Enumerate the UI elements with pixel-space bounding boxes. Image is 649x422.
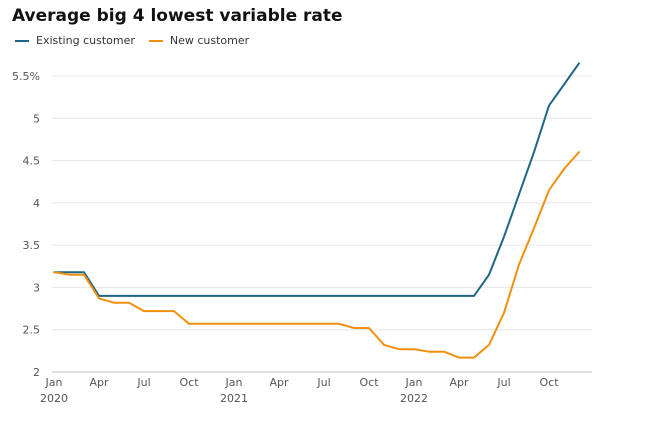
x-tick-label: Jul: [136, 376, 150, 389]
chart-legend: Existing customer New customer: [15, 34, 249, 47]
legend-swatch-new: [148, 39, 163, 42]
x-tick-label: Apr: [449, 376, 469, 389]
series-line-existing-customer: [53, 62, 580, 297]
y-tick-label: 3: [33, 281, 40, 294]
series-line-new-customer: [53, 151, 580, 359]
y-tick-label: 3.5: [23, 239, 41, 252]
legend-label-new: New customer: [169, 34, 250, 47]
x-tick-label: Oct: [539, 376, 559, 389]
x-tick-sublabel: 2020: [40, 392, 68, 405]
chart-title: Average big 4 lowest variable rate: [12, 6, 343, 26]
y-tick-label: 2: [33, 366, 40, 379]
x-tick-label: Apr: [269, 376, 289, 389]
x-tick-label: Jan: [45, 376, 63, 389]
legend-item-new: New customer: [148, 34, 250, 47]
y-tick-label: 2.5: [23, 324, 41, 337]
legend-swatch-existing: [15, 39, 29, 42]
y-tick-label: 4.5: [23, 155, 41, 168]
y-tick-label: 5.5%: [12, 70, 40, 83]
x-tick-label: Jul: [496, 376, 510, 389]
x-tick-label: Oct: [179, 376, 199, 389]
x-tick-label: Oct: [359, 376, 379, 389]
x-tick-sublabel: 2022: [400, 392, 428, 405]
legend-label-existing: Existing customer: [36, 34, 135, 47]
legend-item-existing: Existing customer: [15, 34, 135, 47]
y-tick-label: 5: [33, 112, 40, 125]
x-tick-label: Jan: [225, 376, 243, 389]
x-tick-label: Jul: [316, 376, 330, 389]
x-tick-label: Jan: [405, 376, 423, 389]
x-tick-label: Apr: [89, 376, 109, 389]
x-tick-sublabel: 2021: [220, 392, 248, 405]
y-tick-label: 4: [33, 197, 40, 210]
